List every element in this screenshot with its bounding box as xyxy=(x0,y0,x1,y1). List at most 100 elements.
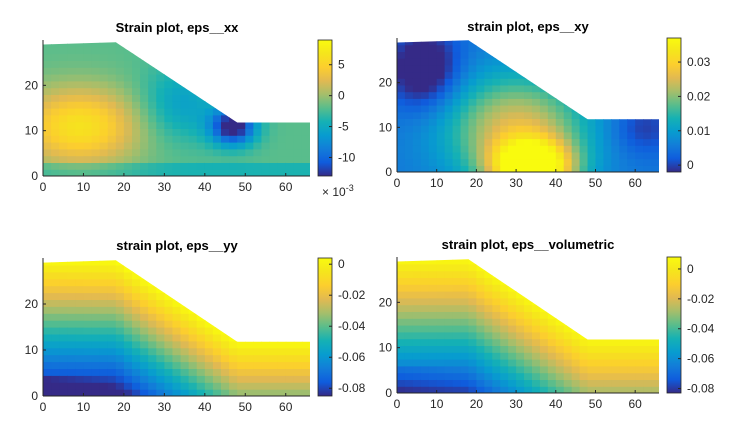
heatmap-cell xyxy=(531,318,541,326)
heatmap-cell xyxy=(500,138,509,146)
heatmap-cell xyxy=(43,135,52,143)
heatmap-cell xyxy=(277,114,287,123)
heatmap-cell xyxy=(571,325,581,333)
heatmap-cell xyxy=(500,379,509,387)
heatmap-cell xyxy=(148,169,157,177)
heatmap-cell xyxy=(571,338,581,346)
heatmap-cell xyxy=(172,347,182,356)
heatmap-cell xyxy=(627,165,636,172)
heatmap-cell xyxy=(563,372,573,380)
heatmap-cell xyxy=(132,382,141,390)
heatmap-cell xyxy=(627,125,636,133)
heatmap-cell xyxy=(107,121,117,129)
heatmap-cell xyxy=(412,291,422,299)
heatmap-cell xyxy=(500,105,509,113)
x-tick-label: 60 xyxy=(279,180,293,194)
heatmap-cell xyxy=(301,155,310,163)
heatmap-cell xyxy=(484,284,493,292)
heatmap-cell xyxy=(460,98,470,106)
heatmap-cell xyxy=(420,125,430,133)
heatmap-cell xyxy=(619,145,628,153)
heatmap-cell xyxy=(67,375,76,383)
heatmap-cell xyxy=(508,131,517,140)
heatmap-cell xyxy=(468,111,477,119)
heatmap-cell xyxy=(420,372,430,380)
heatmap-cell xyxy=(420,352,430,360)
heatmap-cell xyxy=(204,108,214,116)
heatmap-cell xyxy=(452,118,462,126)
heatmap-cell xyxy=(524,325,533,333)
heatmap-cell xyxy=(579,386,589,393)
heatmap-cell xyxy=(428,138,438,146)
heatmap-cell xyxy=(51,162,60,170)
heatmap-cell xyxy=(500,318,509,326)
heatmap-cell xyxy=(67,306,76,314)
heatmap-cell xyxy=(539,125,549,133)
heatmap-cell xyxy=(59,67,68,75)
heatmap-cell xyxy=(253,347,263,356)
heatmap-cell xyxy=(508,165,517,172)
heatmap-cell xyxy=(172,155,182,163)
heatmap-cell xyxy=(293,128,303,136)
heatmap-cell xyxy=(156,292,165,300)
heatmap-cell xyxy=(59,285,68,294)
heatmap-cell xyxy=(132,135,141,143)
heatmap-cell xyxy=(587,365,597,374)
heatmap-cell xyxy=(484,331,493,340)
heatmap-cell xyxy=(164,354,174,363)
heatmap-cell xyxy=(516,345,525,353)
heatmap-cell xyxy=(132,162,141,170)
heatmap-cell xyxy=(148,285,157,294)
heatmap-cell xyxy=(635,165,644,172)
heatmap-cell xyxy=(508,91,517,99)
heatmap-cell xyxy=(245,368,254,376)
heatmap-cell xyxy=(468,325,477,333)
heatmap-cell xyxy=(43,142,52,150)
x-tick-label: 20 xyxy=(117,400,131,414)
heatmap-cell xyxy=(196,368,206,376)
heatmap-cell xyxy=(123,285,133,294)
heatmap-cell xyxy=(261,368,271,376)
heatmap-cell xyxy=(51,94,60,102)
heatmap-cell xyxy=(436,331,446,340)
heatmap-cell xyxy=(547,365,557,374)
heatmap-cell xyxy=(531,98,541,106)
heatmap-cell xyxy=(412,44,422,52)
heatmap-cell xyxy=(547,331,557,340)
heatmap-cell xyxy=(651,372,659,380)
heatmap-cell xyxy=(643,338,652,346)
heatmap-cell xyxy=(492,331,501,340)
heatmap-cell xyxy=(196,148,206,157)
heatmap-cell xyxy=(51,67,60,75)
heatmap-cell xyxy=(516,352,525,360)
heatmap-cell xyxy=(547,379,557,387)
heatmap-cell xyxy=(452,365,462,374)
heatmap-cell xyxy=(531,111,541,119)
heatmap-cell xyxy=(132,320,141,328)
heatmap-cell xyxy=(59,94,68,102)
heatmap-cell xyxy=(579,138,589,146)
heatmap-cell xyxy=(164,340,174,349)
heatmap-cell xyxy=(148,80,157,89)
heatmap-cell xyxy=(444,40,454,46)
heatmap-cell xyxy=(516,151,525,160)
heatmap-cell xyxy=(148,108,157,116)
heatmap-cell xyxy=(91,60,101,68)
heatmap-cell xyxy=(83,299,93,307)
heatmap-cell xyxy=(148,148,157,157)
heatmap-cell xyxy=(107,135,117,143)
heatmap-cell xyxy=(508,145,517,153)
heatmap-cell xyxy=(476,151,485,160)
heatmap-cell xyxy=(428,158,438,166)
heatmap-cell xyxy=(420,338,430,346)
heatmap-cell xyxy=(508,125,517,133)
colorbar-tick-label: -10 xyxy=(338,150,356,164)
heatmap-cell xyxy=(635,158,644,166)
heatmap-cell xyxy=(59,375,68,383)
heatmap-cell xyxy=(500,359,509,367)
heatmap-cell xyxy=(115,121,125,129)
heatmap-cell xyxy=(204,148,214,157)
heatmap-cell xyxy=(492,318,501,326)
heatmap-cell xyxy=(484,125,493,133)
heatmap-cell xyxy=(397,291,406,299)
